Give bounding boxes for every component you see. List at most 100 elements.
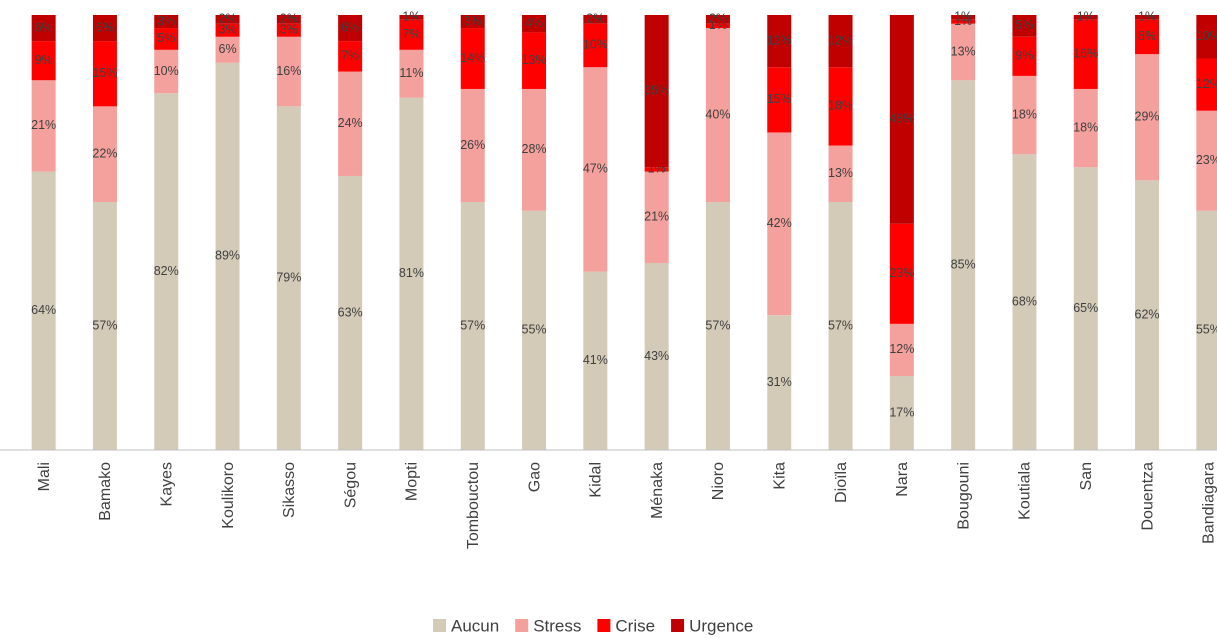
data-label: 3% [157,14,175,28]
data-label: 89% [215,249,240,263]
bar-segment [705,15,730,24]
bar-segment [951,15,976,20]
data-label: 57% [828,318,853,332]
data-label: 12% [767,33,792,47]
bar-segment [1196,210,1217,450]
data-label: 57% [460,318,485,332]
bar-segment [1073,167,1098,450]
bar-segment [583,15,608,24]
bar-segment [1012,154,1037,450]
data-label: 85% [951,257,976,271]
bar-segment [889,15,914,224]
bar-segment [644,15,669,168]
x-tick-label: Ségou [342,462,359,508]
data-label: 13% [522,53,547,67]
data-label: 23% [1196,153,1217,167]
bar-segment [1196,110,1217,211]
x-tick-label: Nioro [710,462,727,500]
data-label: 82% [154,264,179,278]
bar-segment [276,23,301,37]
bar-segment [583,67,608,272]
legend-swatch [597,619,611,632]
bar-segment [1135,19,1160,55]
bar-segment [767,132,792,316]
data-label: 42% [767,216,792,230]
bar-segment [767,67,792,133]
data-label: 5% [1015,18,1033,32]
data-label: 68% [1012,294,1037,308]
data-label: 79% [276,270,301,284]
data-label: 18% [828,99,853,113]
bar-segment [1196,15,1217,59]
bar-segment [215,23,240,37]
bar-segment [460,28,485,89]
legend-label: Stress [533,616,581,635]
data-label: 10% [583,38,608,52]
x-tick-label: Gao [526,462,543,492]
x-tick-label: Bandiagara [1201,462,1217,544]
bar-segment [338,15,363,42]
data-label: 18% [1073,120,1098,134]
bar-segment [154,15,179,29]
bar-segment [399,49,424,98]
bar-segment [644,167,669,172]
x-tick-label: Kita [771,462,788,490]
data-label: 2% [709,12,727,26]
data-label: 15% [92,66,117,80]
bar-segment [215,62,240,450]
data-label: 3% [464,14,482,28]
x-tick-label: Bougouni [955,462,972,530]
data-label: 81% [399,266,424,280]
legend-label: Aucun [451,616,499,635]
bar-segment [276,36,301,107]
data-label: 18% [1012,107,1037,121]
legend-label: Crise [615,616,655,635]
data-label: 29% [1135,110,1160,124]
x-tick-label: Sikasso [281,462,298,518]
data-label: 16% [1073,46,1098,60]
bar-segment [889,323,914,377]
data-label: 2% [586,12,604,26]
bar-segment [889,223,914,324]
bar-segment [583,271,608,450]
data-label: 2% [219,12,237,26]
data-label: 10% [154,64,179,78]
bar-segment [828,15,853,68]
bar-segment [583,23,608,68]
x-tick-label: Ménaka [649,462,666,519]
bar-segment [1073,19,1098,89]
bar-segment [767,315,792,450]
x-tick-label: Douentza [1139,462,1156,531]
bar-segment [1073,15,1098,20]
bar-segment [92,41,117,107]
bar-segment [828,145,853,203]
bar-segment [460,202,485,450]
data-label: 40% [705,107,730,121]
bar-segment [92,15,117,42]
data-label: 4% [525,16,543,30]
data-label: 6% [35,20,53,34]
legend-swatch [515,619,529,632]
data-label: 12% [889,342,914,356]
data-label: 28% [522,142,547,156]
data-label: 12% [828,33,853,47]
x-tick-label: Dioïla [833,462,850,503]
data-label: 21% [644,210,669,224]
bar-segment [522,88,547,211]
bar-segment [338,175,363,450]
data-label: 63% [338,305,363,319]
bar-segment [522,210,547,450]
bar-segment [1073,88,1098,168]
x-tick-label: Bamako [97,462,114,521]
data-label: 26% [460,138,485,152]
x-tick-label: Mali [36,462,53,491]
bar-segment [92,202,117,450]
data-label: 15% [767,92,792,106]
bar-segment [951,19,976,24]
bar-segment [1012,15,1037,37]
data-label: 5% [157,31,175,45]
bar-segment [31,80,56,172]
bar-segment [154,28,179,50]
bar-segment [951,23,976,81]
bar-segment [92,106,117,203]
